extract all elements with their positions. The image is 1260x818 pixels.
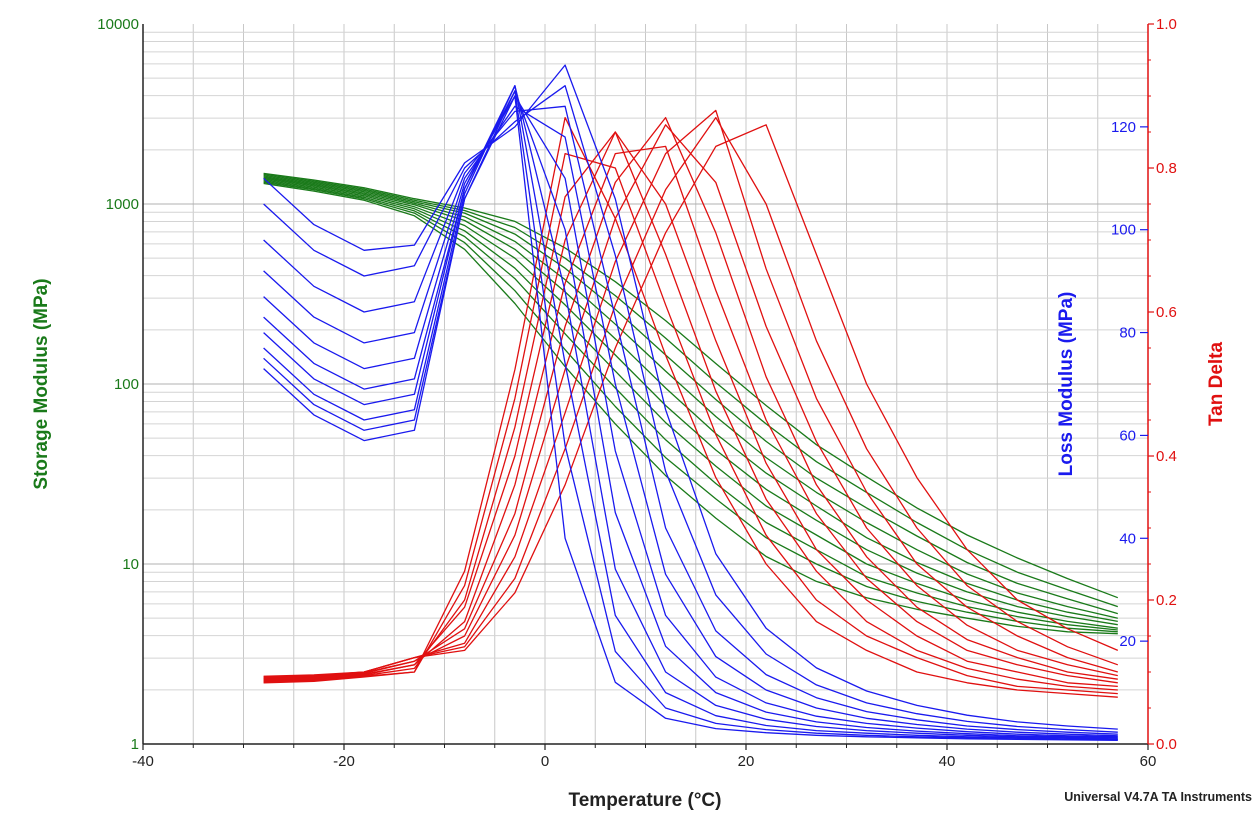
tan-tick-label: 0.8 [1156,160,1177,177]
x-tick-label: -20 [333,753,355,770]
loss-modulus-curves [263,64,1118,742]
loss-series-line-2 [263,90,1118,741]
tan-tick-label: 0.6 [1156,304,1177,321]
tan-tick-label: 1.0 [1156,16,1177,33]
loss-tick-label: 60 [1119,427,1136,444]
storage-axis-title: Storage Modulus (MPa) [31,278,52,489]
tan-series-line-4 [263,131,1118,688]
tan-tick-label: 0.0 [1156,736,1177,753]
storage-series-line-7 [263,175,1118,619]
loss-series-line-7 [263,105,1118,737]
tan-tick-label: 0.2 [1156,592,1177,609]
tan-axis-title: Tan Delta [1206,342,1227,427]
x-tick-label: -40 [132,753,154,770]
tan-series-line-10 [263,124,1119,677]
storage-modulus-curves [263,172,1119,635]
loss-series-line-6 [263,95,1118,738]
storage-tick-label: 10000 [97,16,139,33]
storage-series-line-6 [263,177,1118,623]
loss-series-line-9 [263,85,1118,733]
x-tick-label: 0 [541,753,549,770]
storage-series-line-5 [263,178,1118,626]
storage-series-line-4 [263,179,1118,629]
x-tick-label: 20 [738,753,755,770]
storage-tick-label: 100 [114,376,139,393]
tan-delta-curves [263,109,1119,698]
tan-series-line-5 [263,145,1118,684]
storage-series-line-2 [263,181,1118,633]
loss-series-line-8 [263,105,1118,735]
tan-series-line-2 [263,152,1118,695]
loss-series-line-10 [263,64,1118,730]
tick-labels: -40 -20 0 20 40 60 1 10 100 1000 10000 20 40 60 80 100 1… [97,16,1177,770]
storage-tick-label: 1 [131,736,139,753]
storage-series-line-9 [263,173,1119,608]
tan-tick-label: 0.4 [1156,448,1177,465]
x-tick-label: 60 [1140,753,1157,770]
loss-tick-label: 20 [1119,633,1136,650]
tan-series-line-3 [263,131,1118,691]
loss-series-line-3 [263,85,1118,741]
loss-tick-label: 100 [1111,222,1136,239]
x-axis-title: Temperature (°C) [569,790,722,811]
loss-series-line-1 [263,95,1118,742]
loss-axis-title: Loss Modulus (MPa) [1056,292,1077,477]
storage-series-line-1 [263,182,1118,635]
storage-series-line-10 [263,172,1119,599]
x-tick-label: 40 [939,753,956,770]
grid-lines [142,24,1149,745]
loss-tick-label: 120 [1111,119,1136,136]
axes [142,23,1154,750]
storage-tick-label: 1000 [106,196,139,213]
software-footer: Universal V4.7A TA Instruments [1064,790,1252,804]
loss-series-line-5 [263,90,1118,739]
storage-series-line-3 [263,180,1118,631]
storage-series-line-8 [263,174,1118,615]
storage-tick-label: 10 [122,556,139,573]
loss-tick-label: 80 [1119,325,1136,342]
loss-series-line-4 [263,85,1118,740]
loss-tick-label: 40 [1119,530,1136,547]
